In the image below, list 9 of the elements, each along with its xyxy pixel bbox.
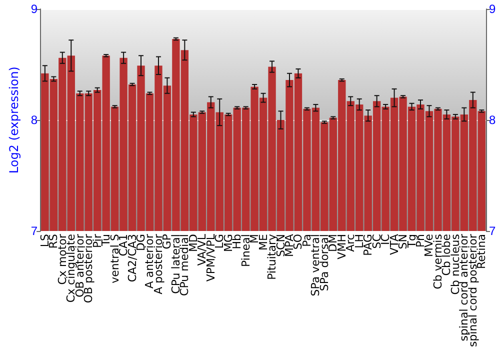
y-tick-label: 9: [30, 2, 38, 16]
y2-tick-label: 7: [489, 224, 496, 238]
y-axis-title: Log2 (expression): [7, 66, 21, 174]
x-tick-label: Retina: [475, 234, 488, 270]
y-tick-label: 7: [30, 224, 38, 238]
y2-tick-label: 8: [489, 113, 496, 128]
x-tick-label: OB posterior: [82, 234, 96, 304]
y-tick-label: 8: [30, 113, 38, 128]
y2-tick-label: 9: [489, 2, 496, 16]
